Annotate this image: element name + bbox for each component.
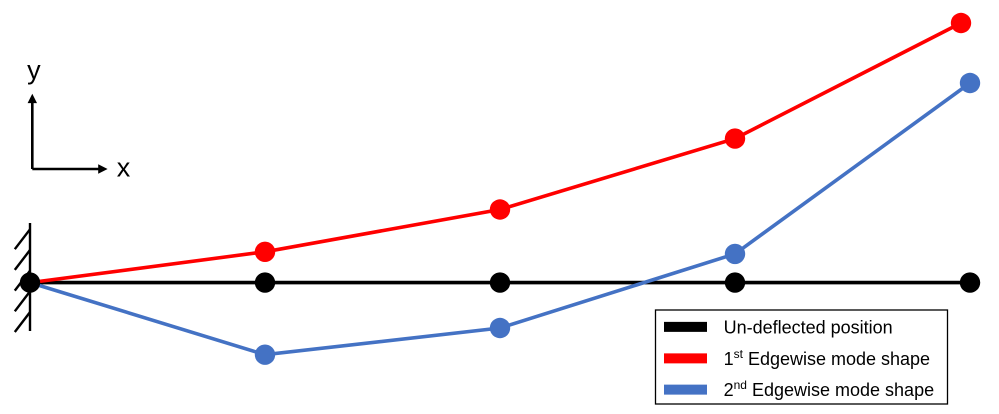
svg-text:1st Edgewise mode shape: 1st Edgewise mode shape <box>724 347 930 369</box>
svg-text:y: y <box>27 55 41 85</box>
svg-text:x: x <box>117 152 131 182</box>
svg-text:Un-deflected position: Un-deflected position <box>724 318 893 338</box>
svg-text:2nd Edgewise mode shape: 2nd Edgewise mode shape <box>724 378 935 400</box>
